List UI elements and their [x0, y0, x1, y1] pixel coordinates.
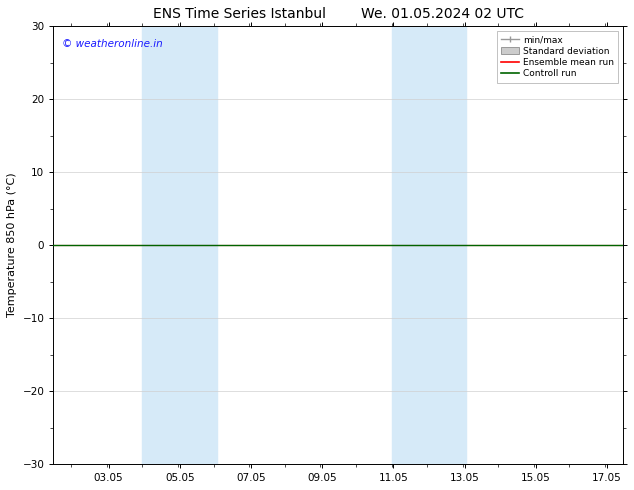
- Title: ENS Time Series Istanbul        We. 01.05.2024 02 UTC: ENS Time Series Istanbul We. 01.05.2024 …: [153, 7, 524, 21]
- Legend: min/max, Standard deviation, Ensemble mean run, Controll run: min/max, Standard deviation, Ensemble me…: [496, 31, 618, 83]
- Bar: [392, 26, 466, 464]
- Y-axis label: Temperature 850 hPa (°C): Temperature 850 hPa (°C): [7, 173, 17, 318]
- Bar: [143, 26, 217, 464]
- Text: © weatheronline.in: © weatheronline.in: [62, 39, 163, 49]
